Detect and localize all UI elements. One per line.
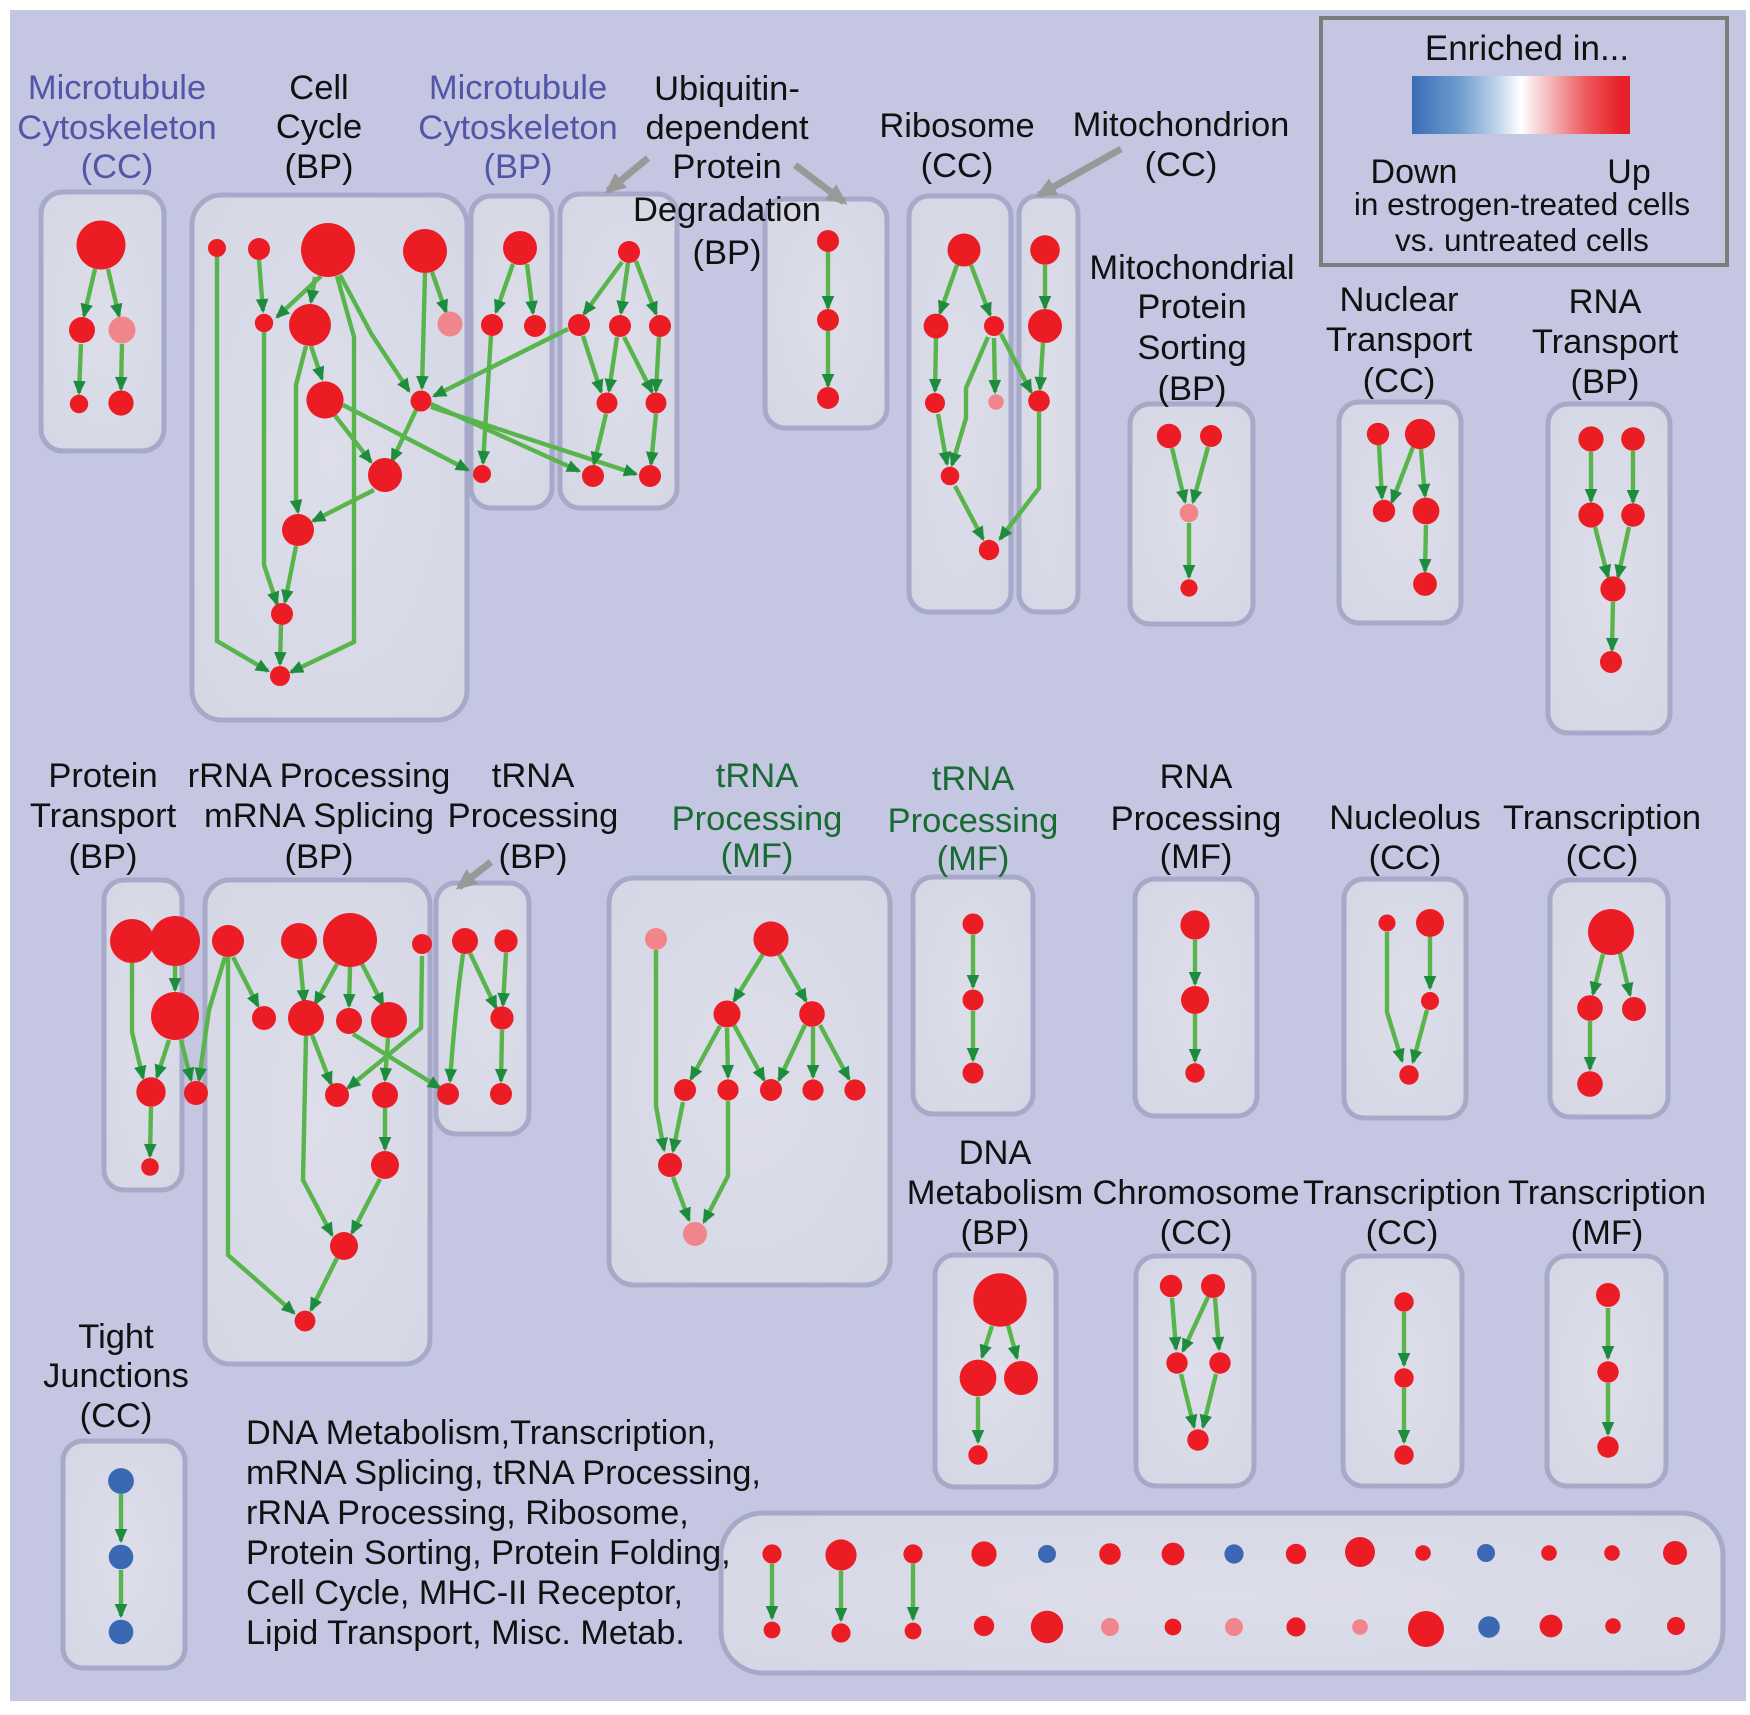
svg-text:Mitochondrion: Mitochondrion — [1073, 106, 1290, 144]
svg-text:rRNA Processing, Ribosome,: rRNA Processing, Ribosome, — [246, 1494, 689, 1532]
svg-text:(CC): (CC) — [1145, 146, 1218, 184]
svg-text:RNA: RNA — [1160, 758, 1233, 796]
svg-text:(BP): (BP) — [484, 148, 553, 186]
svg-text:Lipid Transport, Misc. Metab.: Lipid Transport, Misc. Metab. — [246, 1614, 685, 1652]
svg-text:Tight: Tight — [78, 1318, 154, 1356]
svg-text:Microtubule: Microtubule — [429, 69, 607, 107]
svg-text:Protein Sorting, Protein Foldi: Protein Sorting, Protein Folding, — [246, 1534, 731, 1572]
svg-text:(CC): (CC) — [1369, 839, 1442, 877]
svg-text:Transport: Transport — [1326, 321, 1473, 359]
svg-text:Junctions: Junctions — [43, 1357, 189, 1395]
svg-text:(CC): (CC) — [1160, 1214, 1233, 1252]
svg-text:in estrogen-treated cells: in estrogen-treated cells — [1354, 186, 1690, 222]
svg-text:(BP): (BP) — [499, 838, 568, 876]
svg-text:Down: Down — [1371, 153, 1458, 191]
svg-text:mRNA Splicing: mRNA Splicing — [204, 797, 434, 835]
svg-text:(BP): (BP) — [1571, 363, 1640, 401]
svg-text:DNA: DNA — [959, 1134, 1032, 1172]
svg-text:Processing: Processing — [672, 800, 843, 838]
svg-text:Processing: Processing — [448, 797, 619, 835]
svg-text:Transcription: Transcription — [1303, 1174, 1501, 1212]
svg-text:(CC): (CC) — [921, 147, 994, 185]
svg-text:Metabolism: Metabolism — [907, 1174, 1083, 1212]
svg-text:Ribosome: Ribosome — [879, 107, 1034, 145]
svg-text:Transcription: Transcription — [1508, 1174, 1706, 1212]
svg-text:(BP): (BP) — [285, 148, 354, 186]
svg-text:Protein: Protein — [48, 757, 157, 795]
svg-text:(BP): (BP) — [961, 1214, 1030, 1252]
svg-text:Transport: Transport — [30, 797, 177, 835]
svg-text:(BP): (BP) — [285, 838, 354, 876]
svg-text:tRNA: tRNA — [716, 757, 798, 795]
svg-text:Sorting: Sorting — [1137, 329, 1246, 367]
svg-text:DNA Metabolism,Transcription,: DNA Metabolism,Transcription, — [246, 1414, 716, 1452]
svg-text:(CC): (CC) — [1363, 362, 1436, 400]
svg-text:Cytoskeleton: Cytoskeleton — [17, 109, 216, 147]
svg-text:RNA: RNA — [1569, 283, 1642, 321]
svg-text:(CC): (CC) — [81, 148, 154, 186]
svg-text:tRNA: tRNA — [492, 757, 574, 795]
svg-text:(MF): (MF) — [937, 840, 1010, 878]
svg-text:Microtubule: Microtubule — [28, 69, 206, 107]
svg-text:Cell Cycle, MHC-II Receptor,: Cell Cycle, MHC-II Receptor, — [246, 1574, 683, 1612]
svg-text:Enriched in...: Enriched in... — [1425, 29, 1629, 68]
svg-text:(BP): (BP) — [1158, 370, 1227, 408]
svg-text:Up: Up — [1607, 153, 1650, 191]
svg-text:tRNA: tRNA — [932, 760, 1014, 798]
svg-text:Protein: Protein — [1137, 288, 1246, 326]
svg-text:Ubiquitin-: Ubiquitin- — [654, 70, 800, 108]
svg-text:dependent: dependent — [645, 109, 808, 147]
svg-text:(MF): (MF) — [1160, 838, 1233, 876]
svg-text:Protein: Protein — [672, 148, 781, 186]
svg-text:rRNA Processing: rRNA Processing — [188, 757, 451, 795]
svg-text:Cytoskeleton: Cytoskeleton — [418, 109, 617, 147]
svg-text:(CC): (CC) — [1566, 839, 1639, 877]
svg-text:Cell: Cell — [289, 69, 348, 107]
svg-text:Processing: Processing — [1111, 800, 1282, 838]
svg-text:Processing: Processing — [888, 802, 1059, 840]
svg-text:(MF): (MF) — [721, 837, 794, 875]
svg-text:Chromosome: Chromosome — [1092, 1174, 1299, 1212]
svg-text:vs. untreated cells: vs. untreated cells — [1395, 222, 1649, 258]
svg-text:Transport: Transport — [1532, 323, 1679, 361]
svg-text:(CC): (CC) — [80, 1397, 153, 1435]
svg-text:Mitochondrial: Mitochondrial — [1089, 249, 1294, 287]
svg-text:(BP): (BP) — [693, 234, 762, 272]
svg-text:Degradation: Degradation — [633, 191, 821, 229]
svg-text:mRNA Splicing, tRNA Processing: mRNA Splicing, tRNA Processing, — [246, 1454, 761, 1492]
svg-text:(MF): (MF) — [1571, 1214, 1644, 1252]
svg-text:Nuclear: Nuclear — [1340, 281, 1459, 319]
svg-text:Nucleolus: Nucleolus — [1329, 799, 1481, 837]
svg-text:(BP): (BP) — [69, 838, 138, 876]
svg-text:Transcription: Transcription — [1503, 799, 1701, 837]
svg-text:(CC): (CC) — [1366, 1214, 1439, 1252]
svg-text:Cycle: Cycle — [276, 108, 362, 146]
